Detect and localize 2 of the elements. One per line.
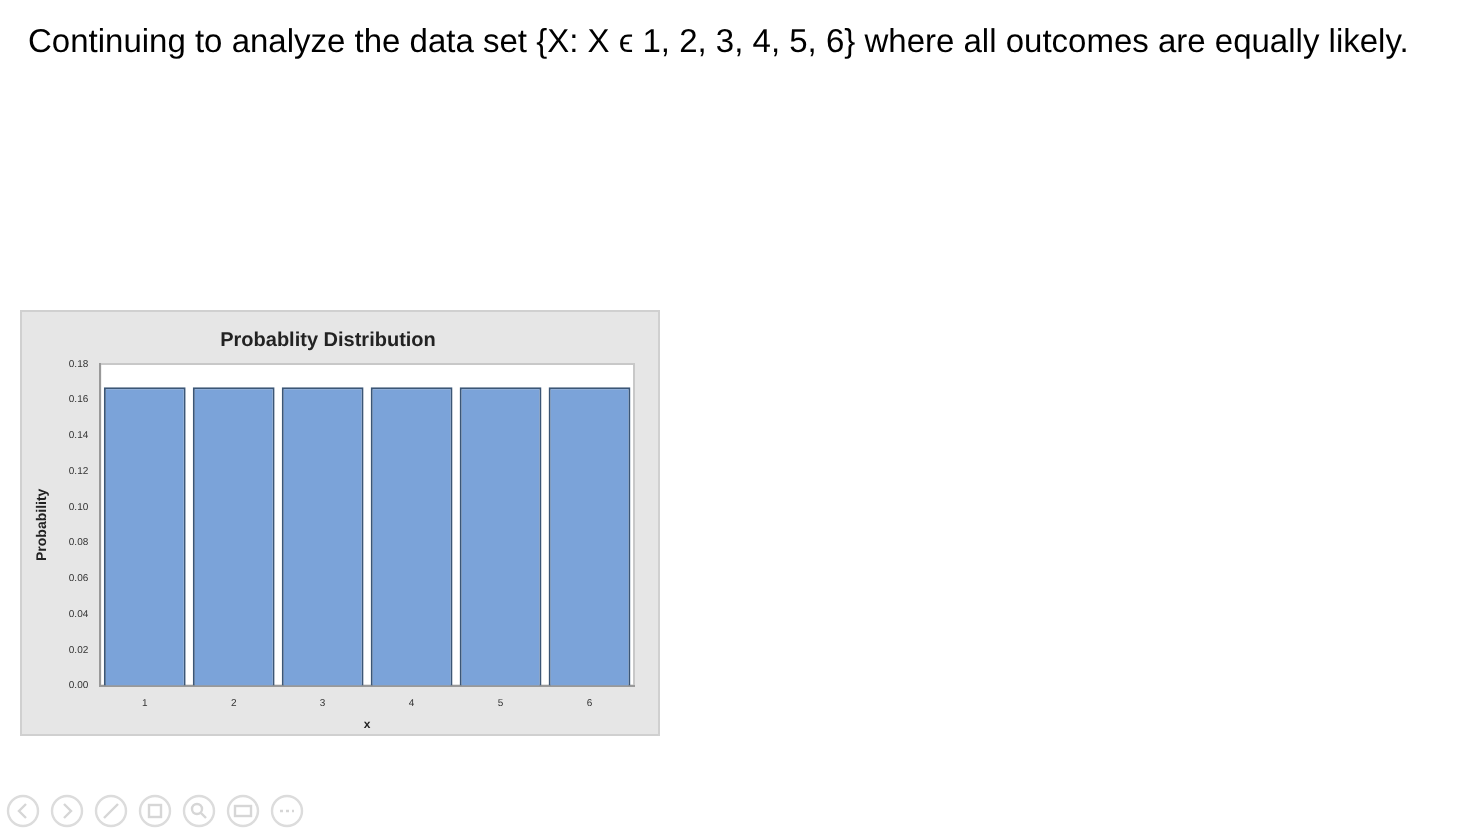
chart-title: Probablity Distribution (220, 329, 436, 352)
text: Continuing to analyze the data set {X: X ϵ 1, 2, 3, 4, 5, 6} where all outcomes are equally likely. (28, 24, 1409, 62)
